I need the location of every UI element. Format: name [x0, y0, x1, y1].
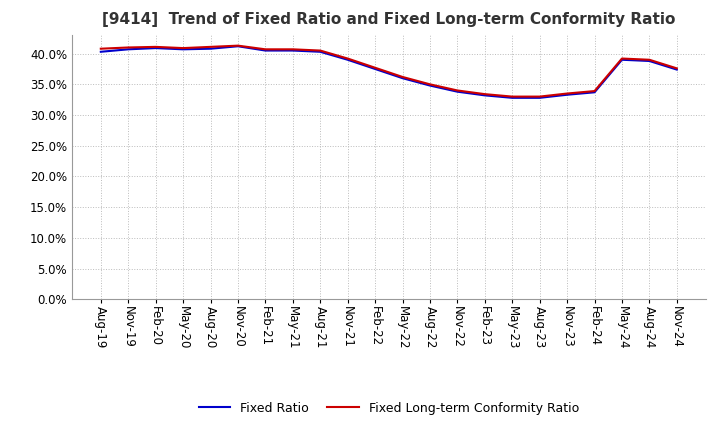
Title: [9414]  Trend of Fixed Ratio and Fixed Long-term Conformity Ratio: [9414] Trend of Fixed Ratio and Fixed Lo… [102, 12, 675, 27]
Fixed Long-term Conformity Ratio [480, 92, 489, 97]
Fixed Ratio [371, 66, 379, 72]
Fixed Ratio [206, 46, 215, 51]
Fixed Ratio [480, 93, 489, 98]
Fixed Long-term Conformity Ratio [645, 57, 654, 62]
Fixed Ratio [672, 67, 681, 72]
Fixed Ratio [96, 49, 105, 55]
Fixed Long-term Conformity Ratio [672, 66, 681, 71]
Fixed Long-term Conformity Ratio [590, 88, 599, 94]
Fixed Ratio [563, 92, 572, 97]
Fixed Long-term Conformity Ratio [343, 56, 352, 61]
Fixed Ratio [151, 45, 160, 51]
Fixed Long-term Conformity Ratio [426, 82, 434, 87]
Fixed Ratio [179, 47, 187, 52]
Fixed Long-term Conformity Ratio [206, 44, 215, 50]
Fixed Ratio [261, 48, 270, 53]
Fixed Long-term Conformity Ratio [261, 47, 270, 52]
Fixed Ratio [618, 57, 626, 62]
Legend: Fixed Ratio, Fixed Long-term Conformity Ratio: Fixed Ratio, Fixed Long-term Conformity … [194, 397, 584, 420]
Fixed Long-term Conformity Ratio [179, 45, 187, 51]
Fixed Ratio [124, 47, 132, 52]
Fixed Ratio [426, 83, 434, 88]
Fixed Long-term Conformity Ratio [96, 46, 105, 51]
Fixed Long-term Conformity Ratio [124, 45, 132, 50]
Line: Fixed Ratio: Fixed Ratio [101, 46, 677, 98]
Fixed Ratio [398, 76, 407, 81]
Fixed Ratio [233, 44, 242, 49]
Line: Fixed Long-term Conformity Ratio: Fixed Long-term Conformity Ratio [101, 46, 677, 97]
Fixed Long-term Conformity Ratio [371, 65, 379, 70]
Fixed Ratio [289, 48, 297, 53]
Fixed Long-term Conformity Ratio [151, 44, 160, 50]
Fixed Long-term Conformity Ratio [289, 47, 297, 52]
Fixed Ratio [343, 57, 352, 62]
Fixed Ratio [590, 90, 599, 95]
Fixed Long-term Conformity Ratio [563, 91, 572, 96]
Fixed Long-term Conformity Ratio [618, 56, 626, 61]
Fixed Ratio [645, 59, 654, 64]
Fixed Long-term Conformity Ratio [536, 94, 544, 99]
Fixed Long-term Conformity Ratio [233, 43, 242, 48]
Fixed Long-term Conformity Ratio [398, 74, 407, 80]
Fixed Long-term Conformity Ratio [453, 88, 462, 93]
Fixed Ratio [316, 49, 325, 55]
Fixed Ratio [536, 95, 544, 100]
Fixed Ratio [508, 95, 516, 100]
Fixed Long-term Conformity Ratio [316, 48, 325, 53]
Fixed Ratio [453, 89, 462, 94]
Fixed Long-term Conformity Ratio [508, 94, 516, 99]
